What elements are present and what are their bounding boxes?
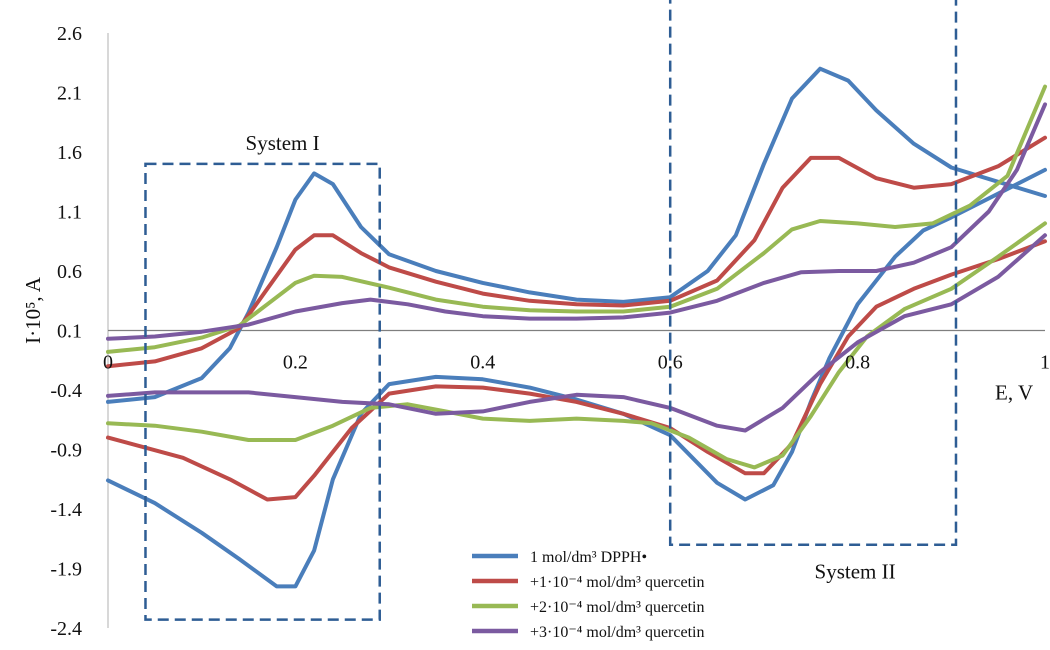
x-axis-label: E, V [995,381,1033,405]
series-2 [106,135,1047,502]
legend-label: 1 mol/dm³ DPPH• [530,549,647,566]
legend-label: +1·10⁻⁴ mol/dm³ quercetin [530,574,704,591]
annotation-label: System I [246,131,320,155]
series-4 [106,102,1047,433]
y-axis-label: I·10⁵, A [21,276,45,344]
legend-item: 1 mol/dm³ DPPH• [472,549,647,566]
y-tick-label: 1.1 [57,202,82,224]
series-line-forward [106,135,1047,369]
annotation-box [144,162,381,621]
series-line-forward [106,102,1047,341]
y-tick-labels: 2.6 2.1 1.6 1.1 0.6 0.1 -0.4 -0.9 -1.4 -1.9 -2.4 [50,23,82,640]
annotations: System I System II [144,0,958,621]
legend-item: +2·10⁻⁴ mol/dm³ quercetin [472,599,704,616]
series-line-reverse [106,233,1047,433]
y-tick-label: 1.6 [57,142,82,164]
annotation-box [668,0,958,546]
x-tick-labels: 0 0.2 0.4 0.6 0.8 1 [103,352,1050,374]
y-tick-label: -0.4 [50,380,82,402]
y-tick-label: 0.6 [57,261,82,283]
series-line-forward [106,66,1047,404]
axes [107,33,1045,628]
x-tick-label: 0.8 [845,352,870,374]
legend-item: +3·10⁻⁴ mol/dm³ quercetin [472,624,704,641]
legend-label: +2·10⁻⁴ mol/dm³ quercetin [530,599,704,616]
y-tick-label: 2.6 [57,23,82,45]
series-line-reverse [106,167,1047,589]
series-line-reverse [106,239,1047,502]
y-tick-label: 2.1 [57,83,82,105]
y-tick-label: -1.9 [50,559,82,581]
x-tick-label: 0.6 [658,352,683,374]
y-tick-label: 0.1 [57,321,82,343]
legend-item: +1·10⁻⁴ mol/dm³ quercetin [472,574,704,591]
series-line-forward [106,84,1047,354]
legend: 1 mol/dm³ DPPH• +1·10⁻⁴ mol/dm³ quercetin… [472,549,704,641]
legend-label: +3·10⁻⁴ mol/dm³ quercetin [530,624,704,641]
y-tick-label: -0.9 [50,440,82,462]
x-tick-label: 0.4 [470,352,495,374]
x-tick-label: 1 [1040,352,1050,374]
series-line-reverse [106,221,1047,470]
y-tick-label: -1.4 [50,499,82,521]
annotation-label: System II [815,560,896,584]
series-layer [106,66,1047,589]
x-tick-label: 0 [103,352,113,374]
y-tick-label: -2.4 [50,618,82,640]
x-tick-label: 0.2 [283,352,308,374]
